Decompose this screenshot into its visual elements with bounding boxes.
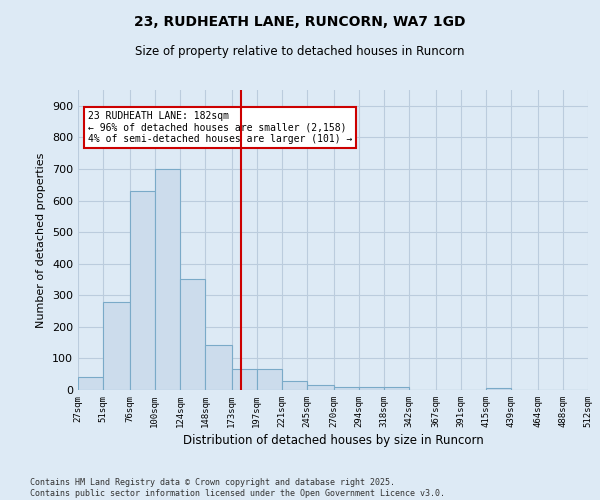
Bar: [307, 386, 334, 390]
Bar: [282, 382, 307, 390]
Bar: [155, 169, 180, 390]
Bar: [359, 387, 384, 390]
Bar: [257, 370, 282, 390]
Bar: [384, 387, 409, 390]
Y-axis label: Number of detached properties: Number of detached properties: [37, 152, 46, 328]
Text: Size of property relative to detached houses in Runcorn: Size of property relative to detached ho…: [135, 45, 465, 58]
Text: Contains HM Land Registry data © Crown copyright and database right 2025.
Contai: Contains HM Land Registry data © Crown c…: [30, 478, 445, 498]
Bar: [103, 302, 130, 390]
Text: 23 RUDHEATH LANE: 182sqm
← 96% of detached houses are smaller (2,158)
4% of semi: 23 RUDHEATH LANE: 182sqm ← 96% of detach…: [88, 111, 353, 144]
Bar: [180, 280, 205, 390]
Bar: [130, 191, 155, 390]
Bar: [334, 387, 359, 390]
Bar: [78, 378, 103, 390]
Text: 23, RUDHEATH LANE, RUNCORN, WA7 1GD: 23, RUDHEATH LANE, RUNCORN, WA7 1GD: [134, 15, 466, 29]
Bar: [486, 388, 511, 390]
Bar: [205, 345, 232, 390]
X-axis label: Distribution of detached houses by size in Runcorn: Distribution of detached houses by size …: [182, 434, 484, 447]
Bar: [232, 370, 257, 390]
